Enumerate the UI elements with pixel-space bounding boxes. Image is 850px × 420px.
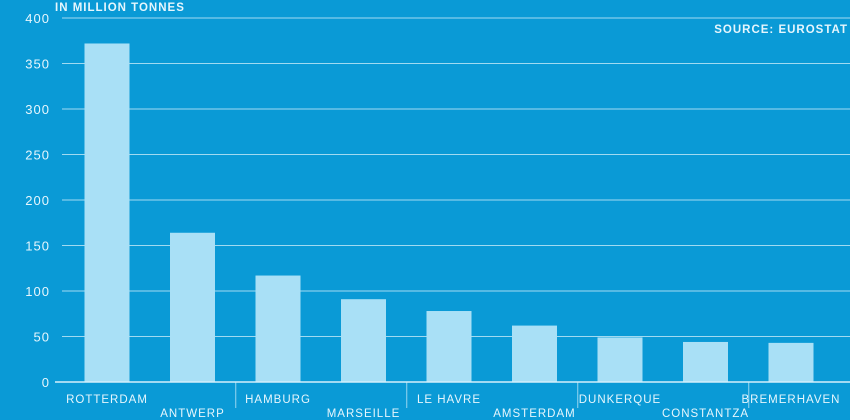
y-tick-label-250: 250: [25, 148, 50, 163]
category-label-amsterdam: AMSTERDAM: [493, 408, 575, 420]
bar-bremerhaven: [768, 342, 814, 382]
category-label-hamburg: HAMBURG: [245, 394, 311, 406]
y-tick-label-100: 100: [25, 284, 50, 299]
y-tick-label-200: 200: [25, 193, 50, 208]
bar-le-havre: [426, 311, 472, 382]
y-tick-label-50: 50: [34, 330, 50, 345]
category-labels: ROTTERDAM ANTWERP HAMBURG MARSEILLE LE HAVRE…: [66, 394, 841, 420]
y-tick-label-0: 0: [42, 375, 50, 390]
category-label-antwerp: ANTWERP: [160, 408, 225, 420]
bar-antwerp: [170, 232, 215, 382]
category-label-constantza: CONSTANTZA: [662, 408, 749, 420]
category-label-le-havre: LE HAVRE: [417, 394, 481, 406]
unit-label: IN MILLION TONNES: [55, 2, 185, 14]
y-tick-label-300: 300: [25, 102, 50, 117]
y-tick-label-400: 400: [25, 11, 50, 26]
x-axis: [55, 381, 850, 408]
category-label-bremerhaven: BREMERHAVEN: [742, 394, 841, 406]
category-label-dunkerque: DUNKERQUE: [579, 394, 661, 406]
bar-rotterdam: [84, 43, 130, 382]
category-label-rotterdam: ROTTERDAM: [66, 394, 148, 406]
bar-constantza: [683, 341, 728, 382]
category-label-marseille: MARSEILLE: [327, 408, 401, 420]
bar-hamburg: [255, 275, 301, 382]
y-tick-label-350: 350: [25, 57, 50, 72]
bar-amsterdam: [512, 325, 557, 382]
source-label: SOURCE: EUROSTAT: [714, 24, 848, 36]
y-tick-label-150: 150: [25, 239, 50, 254]
bar-marseille: [341, 299, 386, 382]
bar-dunkerque: [597, 337, 643, 382]
y-tick-labels: 0 50 100 150 200 250 300 350 400: [25, 11, 50, 390]
bars: [84, 43, 814, 382]
